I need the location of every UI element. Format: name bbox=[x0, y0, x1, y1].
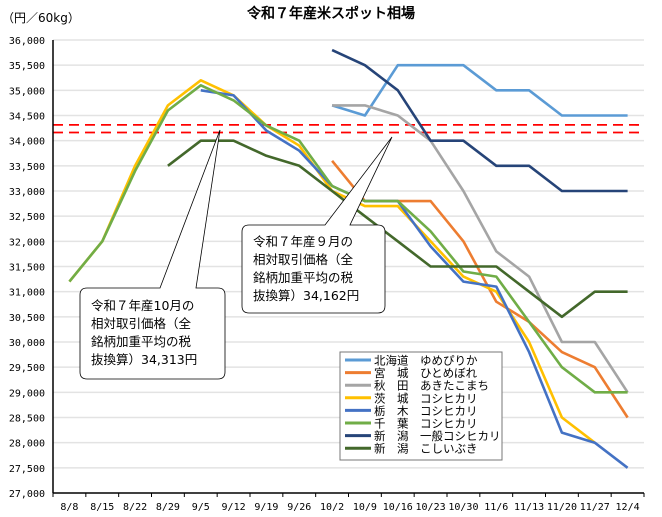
x-tick-label: 11/13 bbox=[514, 502, 544, 513]
legend-label: 宮 城 ひとめぼれ bbox=[374, 366, 478, 380]
legend-label: 秋 田 あきたこまち bbox=[374, 379, 489, 393]
x-tick-label: 9/26 bbox=[287, 502, 311, 513]
y-tick-label: 29,000 bbox=[9, 388, 45, 399]
y-tick-label: 35,500 bbox=[9, 61, 45, 72]
legend-label: 栃 木 コシヒカリ bbox=[374, 404, 478, 418]
x-tick-label: 9/12 bbox=[222, 502, 246, 513]
legend-label: 新 潟 一般コシヒカリ bbox=[374, 429, 501, 443]
y-tick-label: 27,500 bbox=[9, 464, 45, 475]
callout-text-line: 令和７年産９月の bbox=[253, 234, 353, 249]
y-tick-label: 32,000 bbox=[9, 237, 45, 248]
y-tick-label: 30,500 bbox=[9, 313, 45, 324]
y-tick-label: 34,500 bbox=[9, 112, 45, 123]
legend-label: 千 葉 コシヒカリ bbox=[374, 417, 478, 431]
series-line bbox=[332, 104, 629, 394]
callout-text-line: 銘柄加重平均の税 bbox=[91, 334, 192, 349]
callout-text-line: 相対取引価格（全 bbox=[91, 316, 192, 331]
x-tick-label: 8/8 bbox=[60, 502, 78, 513]
x-tick-label: 10/16 bbox=[383, 502, 413, 513]
reference-lines bbox=[53, 124, 644, 134]
legend-label: 新 潟 こしいぶき bbox=[374, 442, 478, 456]
y-tick-label: 33,000 bbox=[9, 187, 45, 198]
series-line bbox=[331, 63, 628, 117]
x-tick-label: 9/19 bbox=[254, 502, 278, 513]
series-line bbox=[167, 139, 628, 319]
y-axis-ticks: 36,000 35,500 35,000 34,500 34,000 33,500 33,0… bbox=[9, 36, 45, 500]
x-tick-label: 11/6 bbox=[484, 502, 508, 513]
y-tick-label: 29,500 bbox=[9, 363, 45, 374]
y-tick-label: 35,000 bbox=[9, 86, 45, 97]
x-tick-label: 11/27 bbox=[580, 502, 610, 513]
y-tick-label: 36,000 bbox=[9, 36, 45, 47]
x-tick-label: 8/22 bbox=[123, 502, 147, 513]
x-tick-label: 10/30 bbox=[448, 502, 478, 513]
y-tick-label: 30,000 bbox=[9, 338, 45, 349]
x-axis-ticks: 8/8 8/15 8/22 8/29 9/5 9/12 9/19 9/26 10/2 10/9 10… bbox=[52, 493, 645, 513]
y-tick-label: 27,000 bbox=[9, 489, 45, 500]
x-tick-label: 8/15 bbox=[90, 502, 114, 513]
y-tick-label: 28,000 bbox=[9, 439, 45, 450]
series-line bbox=[200, 89, 629, 469]
x-tick-label: 10/2 bbox=[320, 502, 344, 513]
x-tick-label: 11/20 bbox=[547, 502, 577, 513]
y-tick-label: 31,500 bbox=[9, 263, 45, 274]
legend-label: 北海道 ゆめぴりか bbox=[374, 354, 478, 368]
y-tick-label: 34,000 bbox=[9, 137, 45, 148]
callout-text-line: 抜換算）34,162円 bbox=[253, 288, 359, 303]
series-lines bbox=[68, 48, 629, 469]
y-tick-label: 32,500 bbox=[9, 212, 45, 223]
x-tick-label: 10/23 bbox=[416, 502, 446, 513]
callout-text-line: 相対取引価格（全 bbox=[253, 252, 354, 267]
y-axis-unit-label: （円／60kg） bbox=[2, 11, 80, 25]
callout-text-line: 銘柄加重平均の税 bbox=[253, 270, 354, 285]
callout-text-line: 令和７年産10月の bbox=[91, 298, 194, 313]
chart-title: 令和７年産米スポット相場 bbox=[246, 5, 415, 22]
x-tick-label: 10/9 bbox=[353, 502, 377, 513]
y-tick-label: 28,500 bbox=[9, 414, 45, 425]
series-line bbox=[331, 48, 628, 193]
x-tick-label: 12/4 bbox=[616, 502, 640, 513]
x-tick-label: 8/29 bbox=[156, 502, 180, 513]
legend-label: 茨 城 コシヒカリ bbox=[374, 391, 478, 405]
x-tick-label: 9/5 bbox=[192, 502, 210, 513]
y-tick-label: 33,500 bbox=[9, 162, 45, 173]
callout-text-line: 抜換算）34,313円 bbox=[91, 352, 197, 367]
y-tick-label: 31,000 bbox=[9, 288, 45, 299]
